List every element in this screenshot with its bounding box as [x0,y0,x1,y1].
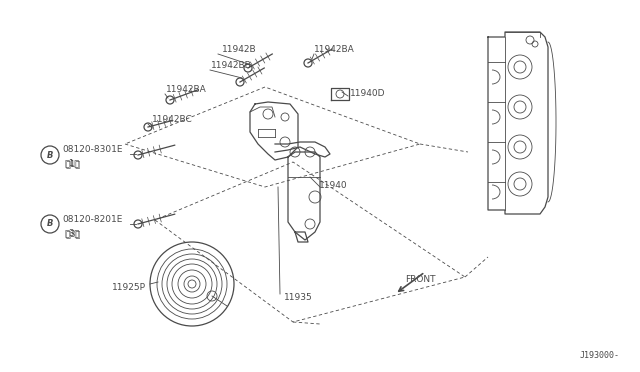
Text: FRONT: FRONT [405,276,435,285]
Text: B: B [47,151,53,160]
Text: 11942BA: 11942BA [314,45,355,55]
Text: 11942B: 11942B [222,45,257,55]
Text: 〈3）: 〈3） [66,230,81,238]
Text: 11940: 11940 [319,180,348,189]
Text: J193000-: J193000- [580,351,620,360]
Text: 、3、: 、3、 [65,228,81,237]
Text: 11942BC: 11942BC [152,115,193,125]
Text: 08120-8301E: 08120-8301E [62,145,122,154]
Text: 11942BA: 11942BA [166,86,207,94]
Text: B: B [47,219,53,228]
Text: 08120-8201E: 08120-8201E [62,215,122,224]
Text: 、1、: 、1、 [65,158,80,167]
Text: 11925P: 11925P [112,282,146,292]
Text: 11940D: 11940D [350,89,385,97]
Text: 11942BB: 11942BB [211,61,252,71]
Text: 〈1）: 〈1） [66,160,81,169]
Text: 11935: 11935 [284,292,313,301]
